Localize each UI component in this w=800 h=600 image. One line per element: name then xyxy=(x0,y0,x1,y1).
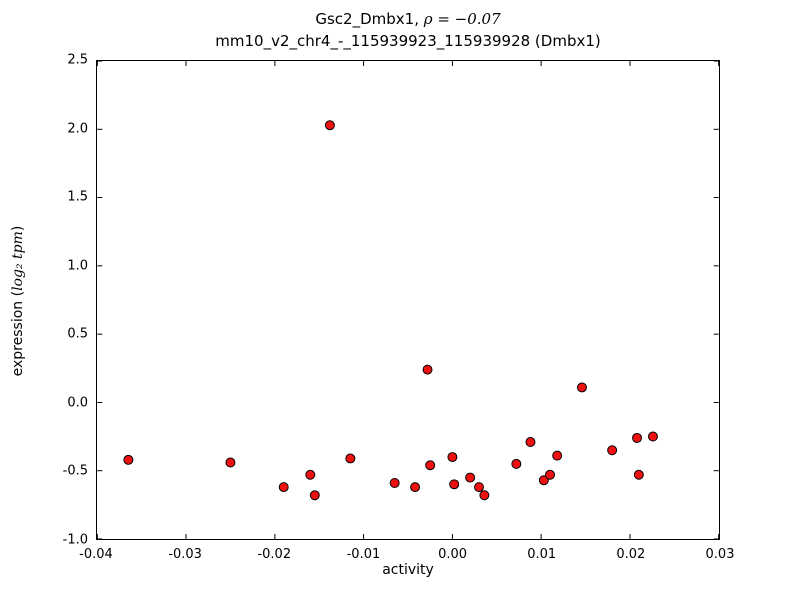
x-tick-label: 0.02 xyxy=(616,547,646,562)
y-tick-label: 2.0 xyxy=(67,121,88,137)
chart-title-rho: ρ = −0.07 xyxy=(423,10,501,28)
y-tick-label: 1.0 xyxy=(67,258,88,274)
x-tick-label: -0.02 xyxy=(257,547,292,562)
y-tick-label: -0.5 xyxy=(62,463,88,479)
y-tick-label: 0.0 xyxy=(67,395,88,411)
y-tick-label: 1.5 xyxy=(67,189,88,205)
chart-subtitle: mm10_v2_chr4_-_115939923_115939928 (Dmbx… xyxy=(215,32,601,50)
scatter-points-canvas xyxy=(97,61,719,539)
plot-area xyxy=(96,60,720,540)
chart-title: Gsc2_Dmbx1, ρ = −0.07 xyxy=(96,10,720,28)
x-tick-label: -0.01 xyxy=(346,547,381,562)
chart-title-text: Gsc2_Dmbx1, xyxy=(315,10,424,28)
x-axis-label: activity xyxy=(382,562,434,578)
y-tick-label: 0.5 xyxy=(67,326,88,342)
y-axis-label: expression (log₂ tpm) xyxy=(10,225,26,377)
x-tick-label: -0.04 xyxy=(79,547,113,562)
x-tick-label: 0.01 xyxy=(527,547,557,562)
y-tick-label: 2.5 xyxy=(67,52,88,68)
y-tick-label: -1.0 xyxy=(62,532,88,548)
x-tick-label: 0.03 xyxy=(705,547,735,562)
x-tick-label: 0.00 xyxy=(438,547,468,562)
x-tick-label: -0.03 xyxy=(168,547,202,562)
